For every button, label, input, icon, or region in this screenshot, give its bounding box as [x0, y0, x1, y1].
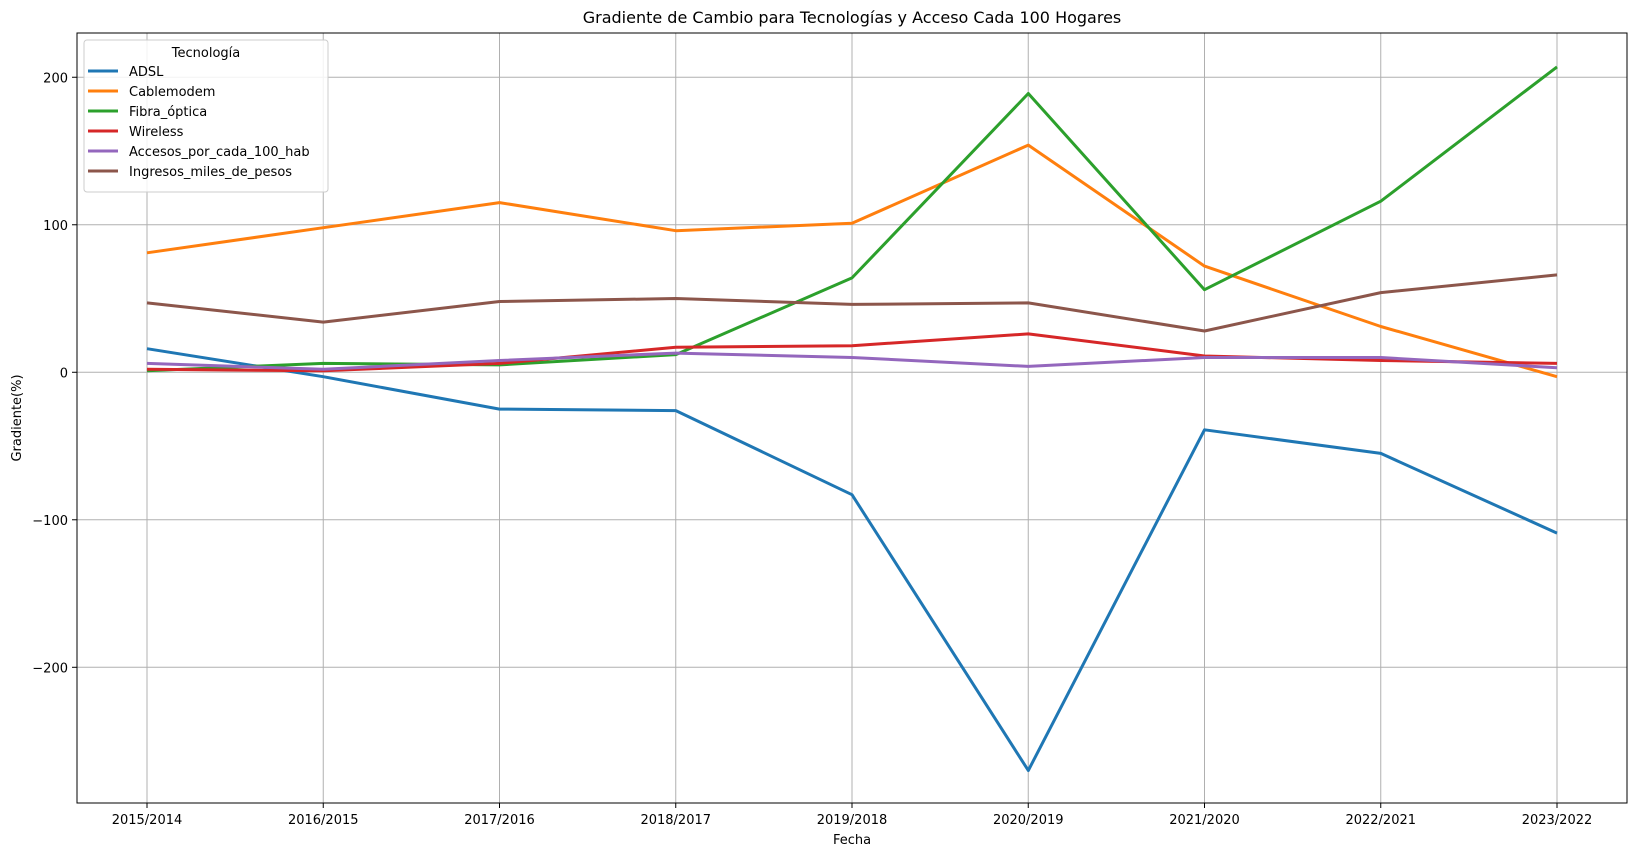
x-tick-label: 2021/2020	[1169, 813, 1240, 828]
y-axis-label: Gradiente(%)	[10, 374, 25, 461]
x-tick-label: 2016/2015	[288, 813, 359, 828]
legend-label: Accesos_por_cada_100_hab	[129, 145, 310, 160]
legend-entry: Fibra_óptica	[88, 105, 207, 120]
x-tick-label: 2019/2018	[817, 813, 888, 828]
legend-entry: Accesos_por_cada_100_hab	[88, 145, 310, 160]
x-tick-label: 2015/2014	[112, 813, 183, 828]
x-tick-label: 2017/2016	[464, 813, 535, 828]
y-tick-label: 200	[43, 71, 68, 86]
legend-entry: Ingresos_miles_de_pesos	[88, 165, 292, 180]
legend-label: ADSL	[129, 65, 164, 80]
legend-label: Cablemodem	[129, 85, 215, 100]
y-tick-label: 100	[43, 219, 68, 234]
x-tick-label: 2022/2021	[1345, 813, 1416, 828]
series-line-adsl	[146, 347, 1558, 772]
legend-label: Fibra_óptica	[129, 105, 207, 120]
x-axis-label: Fecha	[833, 833, 871, 848]
series-lines	[146, 65, 1558, 772]
legend: Tecnología ADSL Cablemodem Fibra_óptica Wir…	[83, 39, 329, 193]
legend-box	[83, 39, 329, 193]
y-tick-label: 0	[60, 366, 68, 381]
legend-entry: Cablemodem	[88, 85, 215, 100]
legend-entry: ADSL	[88, 65, 164, 80]
ticks: 2015/2014 2016/2015 2017/2016 2018/2017 2019…	[32, 71, 1592, 828]
legend-title: Tecnología	[171, 46, 240, 61]
series-line-fibra-ptica	[146, 65, 1558, 373]
x-tick-label: 2023/2022	[1522, 813, 1593, 828]
chart-title: Gradiente de Cambio para Tecnologías y A…	[583, 8, 1122, 27]
legend-entries: ADSL Cablemodem Fibra_óptica Wireless Acceso…	[88, 65, 310, 180]
series-line-accesos-por-cada-100-hab	[146, 351, 1558, 371]
x-tick-label: 2020/2019	[993, 813, 1064, 828]
legend-entry: Wireless	[88, 125, 184, 140]
x-tick-label: 2018/2017	[640, 813, 711, 828]
series-line-ingresos-miles-de-pesos	[146, 273, 1558, 333]
legend-label: Ingresos_miles_de_pesos	[129, 165, 292, 180]
y-tick-label: −100	[32, 514, 68, 529]
y-tick-label: −200	[32, 661, 68, 676]
legend-label: Wireless	[129, 125, 184, 140]
